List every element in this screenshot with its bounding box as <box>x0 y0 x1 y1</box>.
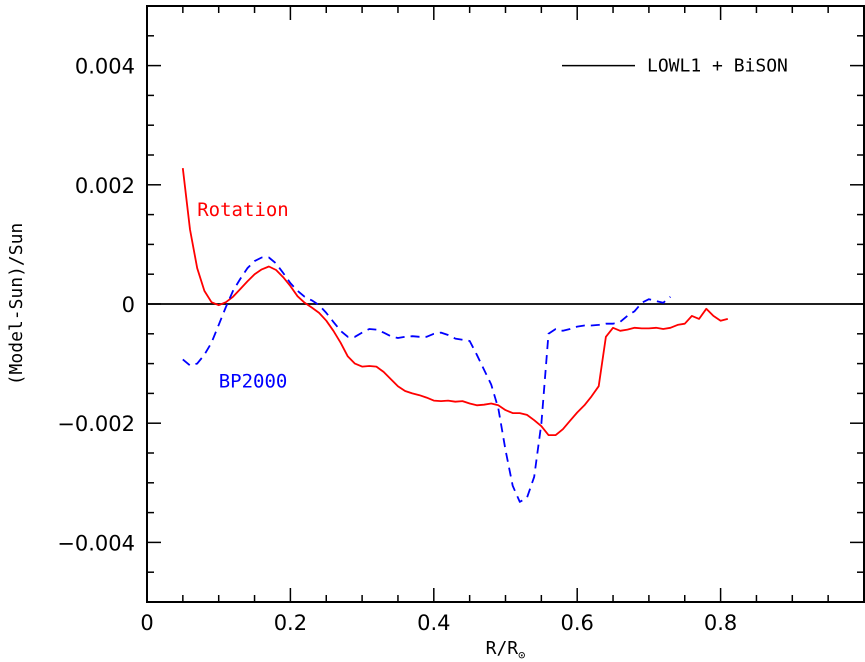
x-tick-label: 0.8 <box>704 611 737 635</box>
y-tick-label: 0.004 <box>75 55 135 79</box>
annotation-rotation: Rotation <box>197 199 289 221</box>
legend: LOWL1 + BiSON <box>562 56 788 77</box>
legend-label: LOWL1 + BiSON <box>647 56 788 77</box>
annotation-bp2000: BP2000 <box>219 370 288 392</box>
axis-ticks <box>146 5 865 603</box>
x-tick-label: 0.6 <box>560 611 593 635</box>
x-axis-title: R/R⊙ <box>486 638 526 662</box>
x-tick-label: 0.4 <box>417 611 450 635</box>
x-axis-label: R/R <box>486 638 519 659</box>
annotations: Rotation BP2000 <box>197 199 289 393</box>
series-line-rotation <box>181 167 729 436</box>
y-tick-label: 0 <box>122 293 135 317</box>
x-tick-label: 0 <box>140 611 153 635</box>
x-tick-label: 0.2 <box>274 611 307 635</box>
series-line-bp2000 <box>182 256 671 503</box>
y-tick-label: −0.002 <box>57 412 135 436</box>
y-axis-title: (Model-Sun)/Sun <box>6 223 27 386</box>
y-tick-label: 0.002 <box>75 174 135 198</box>
y-tick-label: −0.004 <box>57 531 135 555</box>
series-layer <box>181 167 729 503</box>
x-axis-subscript: ⊙ <box>518 648 525 662</box>
